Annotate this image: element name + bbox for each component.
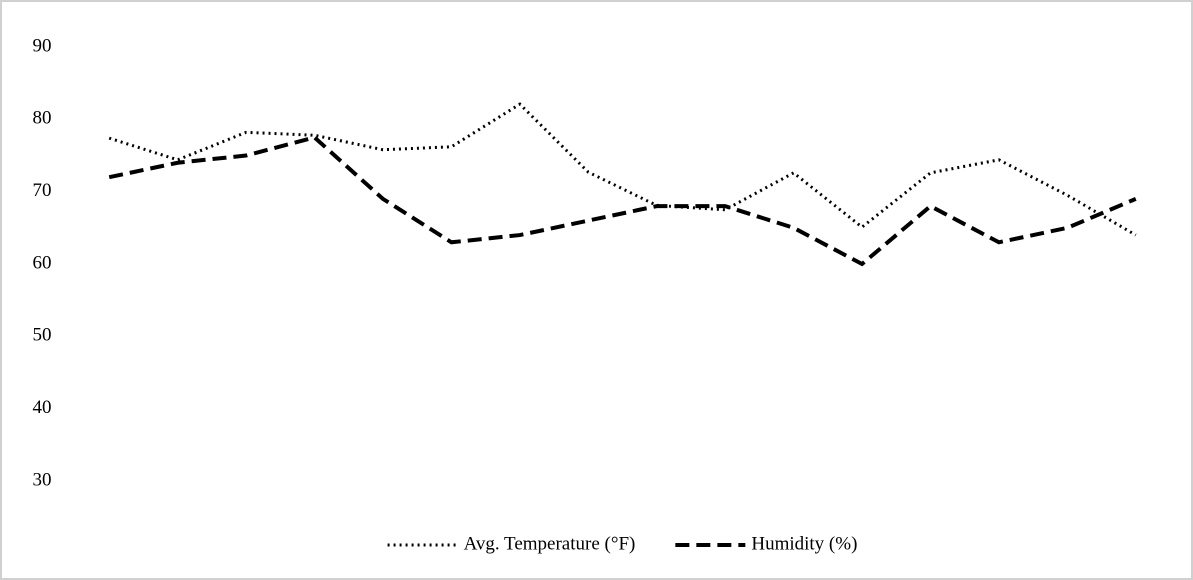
y-tick-label: 50 [33, 325, 52, 346]
series-line [108, 135, 1137, 267]
legend-label: Humidity (%) [751, 533, 857, 554]
y-tick-label: 40 [33, 397, 52, 418]
y-tick-label: 80 [33, 108, 52, 129]
y-tick-label: 90 [33, 35, 52, 56]
legend-label: Avg. Temperature (°F) [464, 533, 636, 554]
y-tick-label: 60 [33, 252, 52, 273]
series-line [108, 102, 1137, 237]
y-tick-label: 30 [33, 469, 52, 490]
y-tick-label: 70 [33, 180, 52, 201]
